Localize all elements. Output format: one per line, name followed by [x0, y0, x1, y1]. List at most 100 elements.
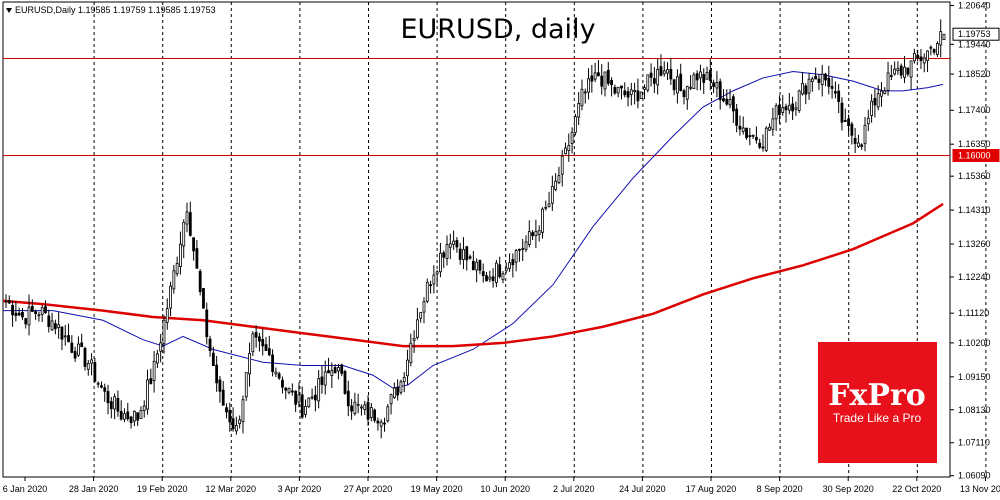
candle-body	[251, 333, 255, 353]
candle-body	[488, 276, 492, 280]
candle-body	[24, 318, 28, 325]
candle-body	[435, 271, 439, 275]
candle-body	[60, 326, 64, 340]
candle-body	[396, 387, 400, 396]
candle-body	[146, 379, 149, 410]
candle-body	[340, 364, 344, 374]
candle-body	[83, 347, 87, 367]
candle-body	[215, 364, 219, 384]
candle-body	[860, 144, 864, 147]
candle-body	[613, 87, 617, 94]
candle-body	[195, 248, 199, 269]
y-axis: 1.20640 1.19440 1.18520 1.17400 1.16350 1.153…	[950, 1, 991, 481]
y-tick-label: 1.14310	[958, 205, 991, 215]
candle-body	[593, 72, 597, 80]
y-tick-label: 1.17400	[958, 105, 991, 115]
candle-body	[880, 90, 883, 97]
candle-body	[685, 86, 689, 100]
candle-body	[491, 276, 495, 282]
plot-frame	[2, 1, 951, 478]
y-tick-label: 1.11120	[958, 308, 989, 318]
candle-body	[791, 103, 795, 112]
dropdown-triangle-icon[interactable]	[6, 8, 12, 13]
candle-body	[863, 124, 867, 144]
candle-body	[932, 48, 936, 53]
ma-fast-line	[3, 70, 944, 389]
candle-body	[942, 33, 946, 41]
candle-body	[573, 116, 577, 133]
x-tick-label: 13 Nov 2020	[960, 484, 1000, 494]
candle-body	[4, 300, 8, 303]
candle-body	[610, 79, 613, 86]
candle-body	[857, 142, 860, 147]
candle-body	[909, 60, 913, 78]
candle-body	[149, 378, 153, 384]
candle-body	[80, 342, 84, 348]
y-tick-label: 1.08130	[958, 405, 991, 415]
candle-body	[57, 324, 61, 328]
candle-body	[208, 338, 212, 351]
candle-body	[360, 406, 363, 409]
candle-body	[833, 91, 837, 94]
candle-body	[244, 372, 248, 398]
y-tick-label: 1.19440	[958, 39, 991, 49]
candle-body	[70, 342, 74, 353]
candle-body	[669, 68, 673, 80]
candle-body	[113, 396, 117, 410]
candle-body	[817, 78, 821, 83]
candle-body	[889, 75, 893, 78]
candle-body	[261, 339, 265, 347]
candle-body	[198, 271, 202, 292]
candle-body	[886, 72, 890, 91]
candle-body	[267, 348, 271, 356]
candle-body	[132, 410, 136, 422]
candle-body	[616, 86, 620, 94]
candle-body	[294, 390, 298, 405]
candle-body	[689, 86, 692, 89]
candle-body	[96, 382, 100, 385]
candle-body	[383, 422, 386, 425]
candle-body	[327, 370, 330, 374]
candle-body	[778, 104, 781, 116]
candle-body	[320, 376, 324, 385]
candle-body	[11, 304, 14, 316]
candle-body	[274, 371, 278, 375]
candle-body	[580, 88, 584, 107]
price-badges: 1.19753 1.16000	[952, 27, 1000, 162]
logo-tagline: Trade Like a Pro	[833, 411, 922, 425]
candle-body	[725, 98, 729, 105]
candle-body	[873, 98, 877, 106]
candle-body	[514, 250, 518, 263]
candle-body	[399, 381, 403, 393]
moving-averages	[2, 70, 944, 389]
logo-brand: FxPro	[828, 378, 926, 413]
candle-body	[202, 287, 205, 309]
candle-body	[14, 312, 18, 316]
y-tick-label: 1.20640	[958, 1, 991, 11]
x-tick-label: 8 Sep 2020	[757, 484, 803, 494]
candle-body	[702, 74, 706, 83]
x-axis: 6 Jan 2020 28 Jan 2020 19 Feb 2020 12 Mar 2…	[3, 477, 1000, 494]
candle-body	[570, 131, 574, 144]
candle-body	[297, 394, 301, 403]
candle-body	[211, 352, 215, 367]
x-tick-label: 12 Mar 2020	[206, 484, 257, 494]
candle-body	[44, 306, 47, 314]
candle-body	[448, 243, 452, 248]
candle-body	[656, 68, 660, 86]
candle-body	[277, 373, 281, 379]
candle-body	[850, 123, 854, 136]
candle-body	[485, 275, 488, 282]
candle-body	[343, 371, 347, 394]
candle-body	[307, 397, 311, 407]
candle-body	[106, 391, 110, 404]
candle-body	[534, 230, 538, 237]
candle-body	[916, 54, 920, 59]
candle-body	[715, 82, 719, 89]
candle-body	[679, 73, 683, 91]
candle-body	[597, 72, 600, 77]
candle-body	[511, 259, 515, 266]
x-tick-label: 10 Jun 2020	[480, 484, 530, 494]
candle-body	[751, 134, 755, 137]
